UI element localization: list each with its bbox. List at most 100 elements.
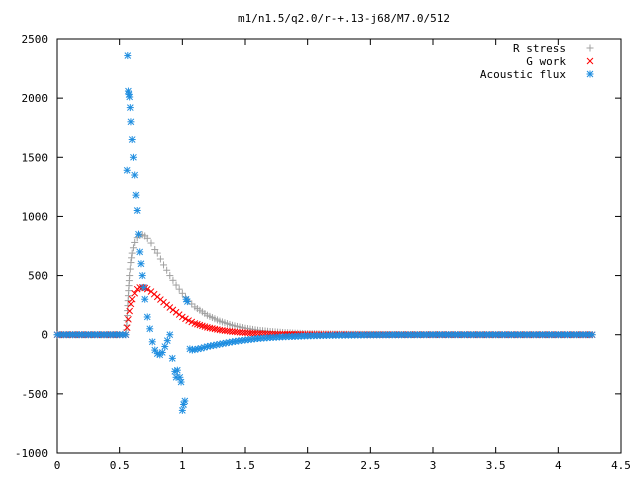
g-work-point	[128, 295, 136, 303]
acoustic-flux-point	[126, 104, 134, 112]
r-stress-point	[147, 239, 155, 247]
y-tick-label: 1500	[22, 151, 49, 164]
legend-marker	[586, 44, 594, 52]
x-tick-label: 4.5	[611, 459, 631, 472]
r-stress-point	[143, 234, 151, 242]
g-work-point	[251, 329, 259, 337]
y-tick-label: 0	[41, 329, 48, 342]
g-work-point	[206, 324, 214, 332]
legend-label: R stress	[513, 42, 566, 55]
series-acoustic-flux	[53, 52, 596, 414]
acoustic-flux-point	[123, 166, 131, 174]
acoustic-flux-point	[134, 230, 142, 238]
r-stress-point	[156, 255, 164, 263]
g-work-point	[254, 330, 261, 337]
g-work-point	[169, 306, 177, 314]
plot-frame	[56, 38, 622, 454]
r-stress-point	[151, 246, 159, 254]
r-stress-point	[169, 276, 177, 284]
g-work-point	[131, 289, 139, 297]
acoustic-flux-point	[128, 136, 136, 144]
acoustic-flux-point	[137, 260, 145, 268]
g-work-point	[175, 311, 183, 318]
acoustic-flux-point	[143, 313, 151, 321]
x-tick-label: 3	[430, 459, 437, 472]
acoustic-flux-point	[166, 331, 174, 339]
legend-marker	[586, 70, 594, 78]
data-points	[53, 52, 596, 414]
r-stress-point	[166, 272, 174, 280]
g-work-point	[126, 307, 134, 315]
r-stress-point	[175, 285, 183, 293]
acoustic-flux-point	[146, 325, 154, 333]
acoustic-flux-point	[163, 337, 171, 345]
y-tick-label: 2500	[22, 33, 49, 46]
y-tick-label: 500	[28, 270, 48, 283]
acoustic-flux-point	[124, 52, 132, 60]
acoustic-flux-point	[131, 171, 139, 179]
g-work-point	[209, 325, 216, 332]
g-work-point	[125, 316, 132, 323]
g-work-point	[244, 329, 251, 337]
r-stress-point	[127, 259, 135, 267]
acoustic-flux-point	[158, 348, 166, 356]
x-tick-label: 2	[304, 459, 311, 472]
acoustic-flux-point	[181, 397, 189, 405]
y-tick-label: -500	[22, 388, 49, 401]
g-work-point	[179, 313, 186, 321]
g-work-point	[204, 324, 211, 331]
y-tick-label: 2000	[22, 92, 49, 105]
x-tick-label: 4	[555, 459, 562, 472]
y-tick-label: -1000	[15, 447, 48, 460]
legend-marker	[586, 57, 594, 65]
r-stress-point	[129, 244, 137, 252]
chart-title: m1/n1.5/q2.0/r-+.13-j68/M7.0/512	[238, 12, 450, 25]
x-tick-label: 1.5	[235, 459, 255, 472]
x-tick-label: 3.5	[486, 459, 506, 472]
acoustic-flux-point	[141, 295, 149, 303]
acoustic-flux-point	[588, 331, 596, 339]
series-g-work	[53, 284, 596, 339]
r-stress-point	[172, 281, 180, 289]
x-tick-label: 2.5	[360, 459, 380, 472]
acoustic-flux-point	[126, 93, 134, 101]
acoustic-flux-point	[122, 331, 130, 339]
acoustic-flux-point	[207, 342, 215, 350]
g-work-point	[127, 300, 135, 308]
g-work-point	[246, 329, 254, 337]
g-work-point	[166, 304, 174, 311]
acoustic-flux-point	[183, 298, 191, 306]
series-r-stress	[53, 231, 596, 339]
g-work-point	[249, 329, 256, 337]
legend-label: G work	[526, 55, 566, 68]
g-work-point	[123, 324, 131, 331]
x-tick-label: 0	[54, 459, 61, 472]
r-stress-point	[163, 266, 171, 274]
acoustic-flux-point	[136, 248, 144, 256]
x-tick-label: 0.5	[110, 459, 130, 472]
y-tick-label: 1000	[22, 210, 49, 223]
legend-label: Acoustic flux	[480, 68, 566, 81]
acoustic-flux-point	[138, 272, 146, 280]
acoustic-flux-point	[178, 406, 186, 414]
acoustic-flux-point	[168, 354, 176, 362]
acoustic-flux-point	[177, 378, 185, 386]
r-stress-point	[160, 261, 168, 269]
acoustic-flux-point	[148, 338, 156, 346]
r-stress-point	[126, 265, 134, 273]
g-work-point	[172, 308, 180, 316]
r-stress-point	[128, 254, 136, 262]
g-work-point	[241, 329, 249, 337]
r-stress-point	[178, 289, 186, 297]
r-stress-point	[153, 249, 161, 257]
acoustic-flux-point	[176, 373, 184, 381]
acoustic-flux-point	[127, 118, 135, 126]
x-tick-label: 1	[179, 459, 186, 472]
g-work-point	[211, 325, 219, 333]
acoustic-flux-point	[139, 283, 147, 291]
acoustic-flux-point	[132, 191, 140, 199]
acoustic-flux-point	[173, 366, 181, 374]
r-stress-point	[131, 238, 139, 246]
